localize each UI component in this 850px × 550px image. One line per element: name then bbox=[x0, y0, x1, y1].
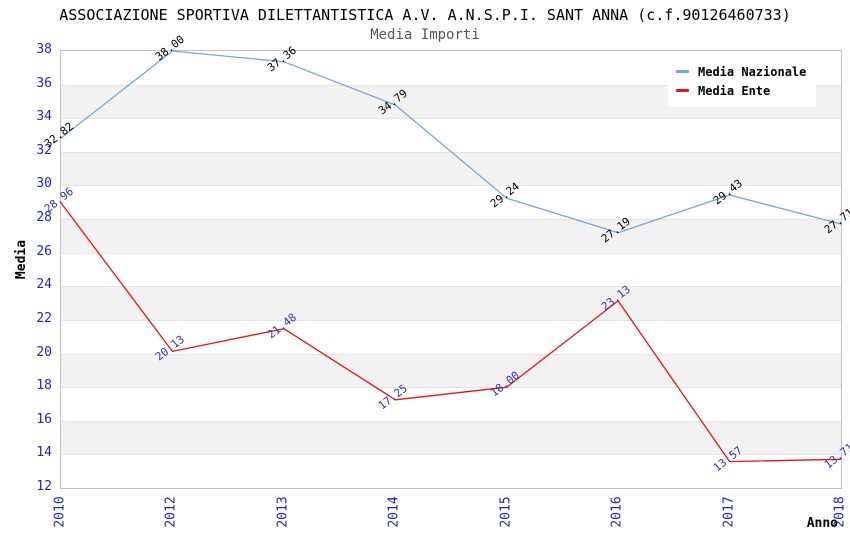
legend: Media Nazionale Media Ente bbox=[668, 57, 817, 107]
y-tick-label: 36 bbox=[36, 75, 52, 91]
x-tick-label: 2018 bbox=[832, 496, 848, 528]
series-svg bbox=[60, 50, 842, 463]
grid-band bbox=[61, 252, 841, 287]
y-tick-label: 38 bbox=[36, 42, 52, 57]
y-tick-label: 30 bbox=[36, 176, 52, 192]
x-axis-title: Anno bbox=[806, 516, 838, 531]
x-tick-label: 2014 bbox=[386, 496, 402, 528]
legend-label: Media Nazionale bbox=[698, 64, 807, 79]
grid-band bbox=[61, 353, 841, 388]
x-tick-label: 2017 bbox=[721, 496, 737, 528]
series-line bbox=[60, 202, 842, 463]
x-tick-label: 2016 bbox=[609, 496, 625, 528]
x-tick-label: 2015 bbox=[498, 496, 514, 528]
y-tick-label: 22 bbox=[36, 310, 52, 326]
grid-band bbox=[61, 387, 841, 421]
line-swatch-icon bbox=[676, 70, 689, 73]
grid-band bbox=[61, 286, 841, 320]
y-tick-label: 20 bbox=[36, 344, 52, 360]
grid-band bbox=[61, 219, 841, 253]
x-tick-label: 2013 bbox=[275, 496, 291, 528]
y-tick-label: 24 bbox=[36, 277, 52, 293]
grid-band bbox=[61, 118, 841, 152]
legend-item-media-ente: Media Ente bbox=[676, 81, 806, 100]
x-tick-label: 2012 bbox=[163, 496, 179, 528]
y-tick-label: 26 bbox=[36, 243, 52, 259]
y-tick-label: 16 bbox=[36, 411, 52, 427]
legend-label: Media Ente bbox=[698, 83, 771, 98]
legend-item-media-nazionale: Media Nazionale bbox=[676, 62, 806, 81]
grid-band bbox=[61, 420, 841, 455]
chart-title: ASSOCIAZIONE SPORTIVA DILETTANTISTICA A.… bbox=[59, 6, 791, 24]
series-line bbox=[60, 50, 842, 234]
line-swatch-icon bbox=[676, 89, 689, 92]
plot-area: 32.82 38.00 37.36 34.79 29.24 27.19 29.43 27.71… bbox=[42, 33, 850, 489]
grid-band bbox=[61, 454, 841, 488]
y-tick-label: 28 bbox=[36, 210, 52, 226]
y-tick-label: 12 bbox=[36, 479, 52, 494]
y-tick-label: 34 bbox=[36, 109, 52, 125]
chart-subtitle: Media Importi bbox=[370, 27, 480, 43]
y-tick-label: 32 bbox=[36, 142, 52, 158]
grid-band bbox=[61, 185, 841, 220]
y-tick-label: 18 bbox=[36, 378, 52, 394]
x-tick-label: 2010 bbox=[52, 496, 68, 528]
y-tick-label: 14 bbox=[36, 445, 52, 461]
